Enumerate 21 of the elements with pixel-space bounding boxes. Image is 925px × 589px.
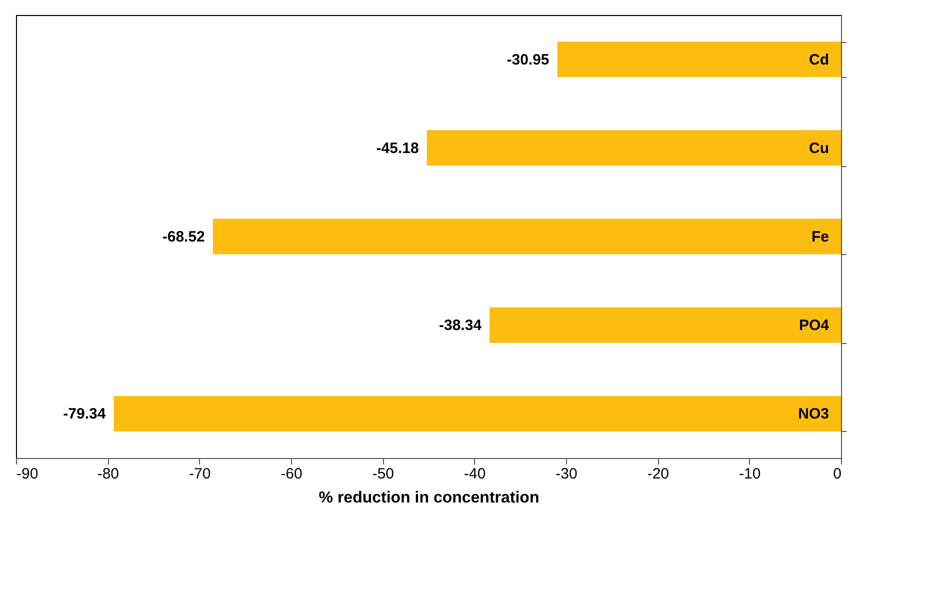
x-tick-label: -90: [16, 466, 38, 482]
data-label: -79.34: [63, 406, 106, 423]
x-tick-label: -20: [647, 466, 670, 482]
y-tick-label: Fe: [811, 228, 829, 246]
data-label: -68.52: [162, 228, 205, 246]
y-tick-label: NO3: [798, 406, 829, 423]
x-tick-label: -40: [464, 466, 486, 482]
y-tick-label: Cu: [809, 140, 829, 157]
x-tick-label: -50: [372, 466, 394, 482]
x-axis-title: % reduction in concentration: [318, 490, 540, 506]
data-label: -38.34: [439, 317, 482, 334]
y-tick-label: PO4: [798, 317, 830, 334]
x-tick-label: -80: [97, 466, 120, 482]
data-label: -45.18: [376, 140, 419, 157]
x-tick-label: -60: [280, 466, 302, 482]
x-tick-label: 0: [833, 466, 842, 482]
y-tick-label: Cd: [809, 51, 829, 68]
x-tick-label: -70: [188, 466, 211, 482]
x-tick-label: -30: [556, 466, 578, 482]
x-tick-label: -10: [738, 466, 761, 482]
data-label: -30.95: [506, 51, 550, 68]
